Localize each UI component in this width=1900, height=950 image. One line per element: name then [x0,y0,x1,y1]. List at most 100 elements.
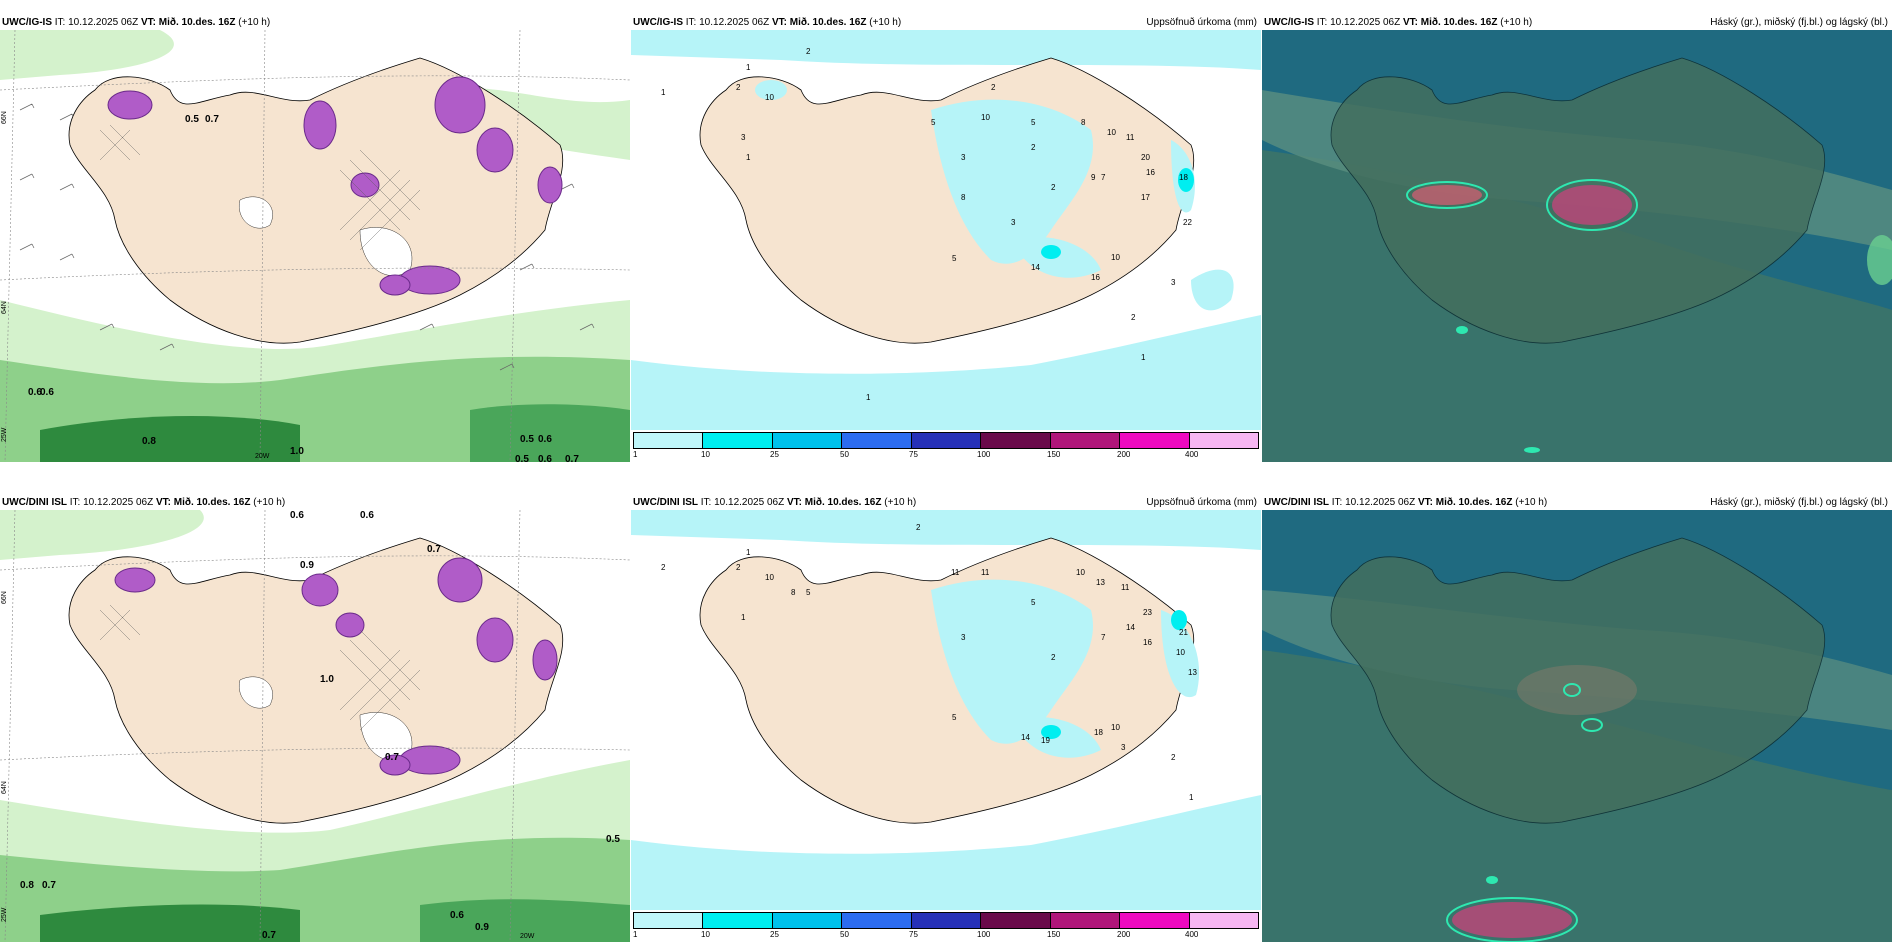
hatch-area [99,124,421,251]
svg-text:2: 2 [736,83,741,92]
panel-title: UWC/DINI ISL IT: 10.12.2025 06Z VT: Mið.… [2,497,286,508]
svg-text:3: 3 [961,633,966,642]
svg-text:0.6: 0.6 [40,387,54,398]
lat-label: 66N [1,111,8,124]
map-wind-snow: 66N 64N 25W 20W 0.6 0.6 0.7 0.9 0.8 0.7 … [0,510,630,942]
legend-swatch [772,433,843,448]
svg-text:1: 1 [741,613,746,622]
snow-areas [107,76,563,296]
svg-text:11: 11 [981,568,990,577]
legend-swatch [1050,433,1121,448]
legend-swatch [911,913,982,928]
svg-text:2: 2 [1051,653,1056,662]
lon-label: 20W [520,933,535,940]
svg-text:0.6: 0.6 [360,510,374,521]
svg-text:18: 18 [1094,728,1103,737]
legend-swatch [1120,433,1190,448]
svg-text:0.6: 0.6 [450,910,464,921]
svg-text:0.6: 0.6 [290,510,304,521]
snow-areas [114,557,558,776]
map-precip: 2 1 1 2 10 3 1 5 2 10 5 3 2 8 8 9 10 11 … [631,30,1261,430]
svg-text:0.5: 0.5 [606,834,620,845]
svg-text:1: 1 [866,393,871,402]
panel-ig-is-clouds: UWC/IG-IS IT: 10.12.2025 06Z VT: Mið. 10… [1262,14,1892,462]
legend-swatch [703,913,773,928]
svg-text:10: 10 [765,573,774,582]
svg-text:11: 11 [1121,583,1130,592]
svg-text:0.7: 0.7 [565,454,579,462]
svg-text:1: 1 [1141,353,1146,362]
lon-label: 25W [1,427,8,442]
svg-text:21: 21 [1179,628,1188,637]
svg-text:14: 14 [1031,263,1040,272]
svg-text:0.5: 0.5 [520,434,534,445]
legend-swatch [911,433,982,448]
svg-text:11: 11 [951,568,960,577]
svg-text:2: 2 [736,563,741,572]
svg-text:0.7: 0.7 [385,752,399,763]
svg-text:10: 10 [1111,253,1120,262]
legend-swatch [703,433,773,448]
svg-text:1: 1 [661,88,666,97]
legend-swatch [634,433,704,448]
panel-title: UWC/DINI ISL IT: 10.12.2025 06Z VT: Mið.… [1264,497,1548,508]
lon-label: 20W [255,453,270,460]
contour-labels: 0.6 0.6 0.7 0.9 0.8 0.7 0.5 0.6 0.9 0.7 … [20,510,620,941]
svg-text:23: 23 [1143,608,1152,617]
svg-text:5: 5 [1031,118,1036,127]
svg-text:0.9: 0.9 [475,922,489,933]
svg-text:16: 16 [1143,638,1152,647]
svg-text:1.0: 1.0 [320,674,334,685]
hatch-area [99,604,421,731]
svg-text:7: 7 [1101,633,1106,642]
panel-ig-is-wind-snow: UWC/IG-IS IT: 10.12.2025 06Z VT: Mið. 10… [0,14,630,462]
field-title: Uppsöfnuð úrkoma (mm) [1146,497,1257,508]
svg-text:11: 11 [1126,133,1135,142]
svg-text:0.7: 0.7 [42,880,56,891]
svg-text:2: 2 [991,83,996,92]
svg-text:22: 22 [1183,218,1192,227]
svg-text:8: 8 [1081,118,1086,127]
legend-swatch [1189,913,1258,928]
lat-label: 64N [1,301,8,314]
svg-text:1.0: 1.0 [290,446,304,457]
svg-text:0.6: 0.6 [538,434,552,445]
svg-text:5: 5 [952,254,957,263]
lon-label: 25W [1,907,8,922]
svg-text:0.7: 0.7 [427,544,441,555]
legend-swatch [634,913,704,928]
svg-text:13: 13 [1096,578,1105,587]
panel-dini-clouds: UWC/DINI ISL IT: 10.12.2025 06Z VT: Mið.… [1262,494,1892,942]
svg-text:1: 1 [746,63,751,72]
panel-title: UWC/IG-IS IT: 10.12.2025 06Z VT: Mið. 10… [633,17,902,28]
svg-text:5: 5 [952,713,957,722]
field-title: Háský (gr.), miðský (fj.bl.) og lágský (… [1710,497,1888,508]
svg-text:2: 2 [1051,183,1056,192]
precip-legend: 1 10 25 50 75 100 150 200 400 [633,432,1259,460]
svg-text:3: 3 [1171,278,1176,287]
svg-text:10: 10 [765,93,774,102]
legend-swatch [772,913,843,928]
field-title: Háský (gr.), miðský (fj.bl.) og lágský (… [1710,17,1888,28]
graticule [0,510,630,942]
svg-text:1: 1 [746,153,751,162]
svg-text:2: 2 [1131,313,1136,322]
svg-text:5: 5 [806,588,811,597]
svg-text:17: 17 [1141,193,1150,202]
legend-swatch [1120,913,1190,928]
svg-text:2: 2 [661,563,666,572]
svg-text:0.7: 0.7 [205,114,219,125]
svg-text:0.6: 0.6 [28,387,42,398]
svg-text:0.8: 0.8 [142,436,156,447]
svg-text:14: 14 [1021,733,1030,742]
svg-text:10: 10 [981,113,990,122]
svg-text:5: 5 [1031,598,1036,607]
panel-title: UWC/IG-IS IT: 10.12.2025 06Z VT: Mið. 10… [1264,17,1533,28]
svg-text:0.7: 0.7 [262,930,276,941]
panel-title: UWC/DINI ISL IT: 10.12.2025 06Z VT: Mið.… [633,497,917,508]
contour-labels: 0.6 0.6 0.8 0.5 0.6 0.6 0.7 0.5 1.0 0.7 … [28,114,579,462]
svg-text:0.8: 0.8 [20,880,34,891]
svg-text:5: 5 [931,118,936,127]
svg-text:16: 16 [1091,273,1100,282]
svg-text:19: 19 [1041,736,1050,745]
